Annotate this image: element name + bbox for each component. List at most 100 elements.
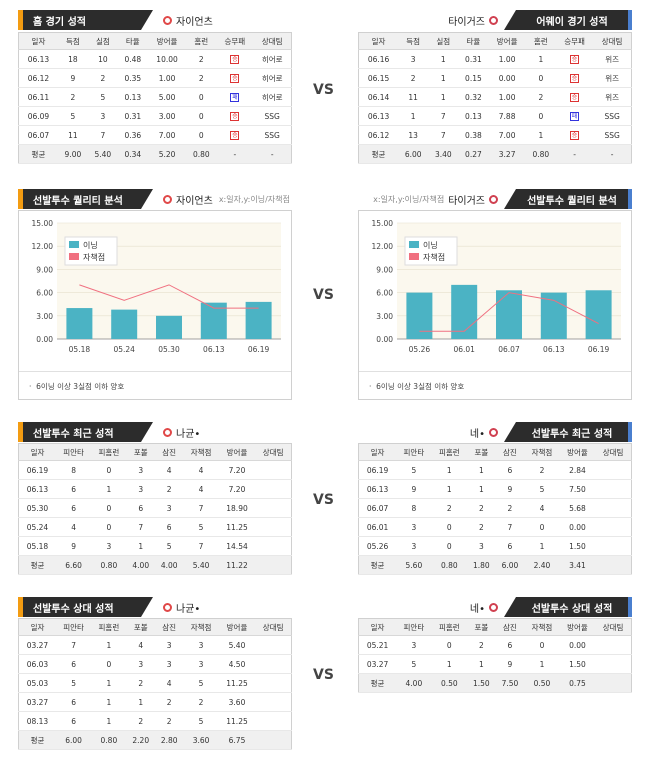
- table-cell: 2: [186, 68, 217, 88]
- table-cell: 1: [91, 479, 127, 499]
- table-cell: 2: [467, 498, 496, 518]
- table-row: 06.19 8 0 3 4 4 7.20: [18, 460, 292, 480]
- table-header-row: 일자 피안타 피홈런 포볼 삼진 자책점 방어율 상대팀: [18, 443, 292, 461]
- table-cell: 승: [216, 68, 254, 88]
- y-tick-label: 6.00: [376, 289, 393, 298]
- table-cell: 1.00: [147, 68, 187, 88]
- table-cell: SSG: [253, 125, 292, 145]
- column-header: 방어율: [147, 32, 187, 50]
- table-cell: 5.40: [87, 144, 118, 164]
- column-header: 자책점: [524, 443, 560, 461]
- table-cell: 10.00: [147, 49, 187, 69]
- table-row: 05.21 3 0 2 6 0 0.00: [358, 635, 632, 655]
- table-cell: 3: [87, 106, 118, 126]
- table-header-row: 일자 피안타 피홈런 포볼 삼진 자책점 방어율 상대팀: [358, 618, 632, 636]
- average-row: 평균 5.60 0.80 1.80 6.00 2.40 3.41: [358, 555, 632, 575]
- y-tick-label: 9.00: [376, 265, 393, 274]
- table-cell: [255, 654, 292, 674]
- table-cell: 0.13: [458, 106, 489, 126]
- column-header: 삼진: [495, 443, 525, 461]
- table-row: 06.13 9 1 1 9 5 7.50: [358, 479, 632, 499]
- table-cell: 3: [154, 498, 184, 518]
- table-cell: 9: [495, 654, 525, 674]
- table-cell: 1: [524, 536, 560, 556]
- table-cell: 6.00: [55, 730, 92, 750]
- win-badge: 승: [230, 74, 240, 83]
- table-cell: 2: [525, 87, 556, 107]
- average-row: 평균 6.60 0.80 4.00 4.00 5.40 11.22: [18, 555, 292, 575]
- win-badge: 승: [230, 131, 240, 140]
- table-cell: 평균: [358, 673, 397, 693]
- y-tick-label: 0.00: [376, 335, 393, 344]
- team-logo-icon: [163, 602, 172, 612]
- team-label: 타이거즈: [448, 192, 498, 207]
- table-cell: 7.88: [488, 106, 526, 126]
- column-header: 득점: [57, 32, 88, 50]
- table-cell: 7.50: [559, 479, 596, 499]
- table-cell: 5: [183, 673, 219, 693]
- table-row: 06.13 18 10 0.48 10.00 2 승 히어로: [18, 49, 292, 69]
- table-cell: 7.50: [495, 673, 525, 693]
- table-cell: 7.20: [218, 460, 256, 480]
- table-cell: 6: [495, 536, 525, 556]
- column-header: 방어율: [559, 443, 596, 461]
- table-cell: [595, 498, 632, 518]
- table-cell: 0.00: [559, 635, 596, 655]
- team-logo-icon: [163, 427, 172, 437]
- table-row: 06.14 11 1 0.32 1.00 2 승 위즈: [358, 87, 632, 107]
- table-cell: [255, 692, 292, 712]
- table-row: 05.24 4 0 7 6 5 11.25: [18, 517, 292, 537]
- table-cell: 4: [183, 479, 219, 499]
- bar: [66, 308, 93, 339]
- table-cell: 6.00: [495, 555, 525, 575]
- column-header: 자책점: [524, 618, 560, 636]
- column-header: 승무패: [216, 32, 254, 50]
- table-cell: 03.27: [358, 654, 397, 674]
- table-cell: 0: [186, 87, 217, 107]
- chart-note-text: 6이닝 이상 3실점 이하 양호: [36, 382, 125, 391]
- table-cell: 0.80: [91, 730, 127, 750]
- table-cell: 11.25: [218, 711, 256, 731]
- table-cell: 0.00: [488, 68, 526, 88]
- x-tick-label: 05.30: [158, 345, 180, 354]
- table-cell: -: [253, 144, 292, 164]
- x-tick-label: 06.07: [498, 345, 520, 354]
- legend-label: 이닝: [423, 240, 438, 250]
- table-cell: 5: [55, 673, 92, 693]
- table-cell: 승: [555, 68, 594, 88]
- table-cell: [595, 654, 632, 674]
- table-cell: SSG: [593, 106, 632, 126]
- bar: [156, 315, 182, 339]
- axis-note: x:일자,y:이닝/자책점: [218, 194, 290, 204]
- table-cell: 4: [524, 498, 560, 518]
- table-cell: [595, 479, 632, 499]
- table-cell: 6: [55, 654, 92, 674]
- table-cell: 03.27: [18, 635, 56, 655]
- table-cell: SSG: [593, 125, 632, 145]
- table-row: 06.09 5 3 0.31 3.00 0 승 SSG: [18, 106, 292, 126]
- table-cell: [255, 730, 292, 750]
- table-cell: 평균: [358, 555, 397, 575]
- table-cell: 6.00: [398, 144, 429, 164]
- bar: [200, 302, 227, 339]
- table-cell: 위즈: [593, 87, 632, 107]
- table-cell: 2: [398, 68, 429, 88]
- table-cell: 3: [91, 536, 127, 556]
- table-cell: 1.00: [488, 87, 526, 107]
- table-cell: 1: [398, 106, 429, 126]
- versus-right-table: 일자 피안타 피홈런 포볼 삼진 자책점 방어율 상대팀 05.21 3 0 2 6 0 0.00 03.27…: [358, 618, 632, 693]
- y-tick-label: 15.00: [32, 219, 54, 228]
- table-cell: 평균: [18, 144, 58, 164]
- team-logo-icon: [163, 194, 172, 204]
- table-cell: 5.40: [218, 635, 256, 655]
- column-header: 홈런: [186, 32, 217, 50]
- table-cell: 4: [154, 460, 184, 480]
- table-cell: 06.16: [358, 49, 399, 69]
- column-header: 상대팀: [595, 618, 632, 636]
- table-cell: 11.22: [218, 555, 256, 575]
- column-header: 피안타: [396, 618, 432, 636]
- table-cell: 18.90: [218, 498, 256, 518]
- series-line: [419, 292, 599, 332]
- table-cell: 2: [154, 692, 184, 712]
